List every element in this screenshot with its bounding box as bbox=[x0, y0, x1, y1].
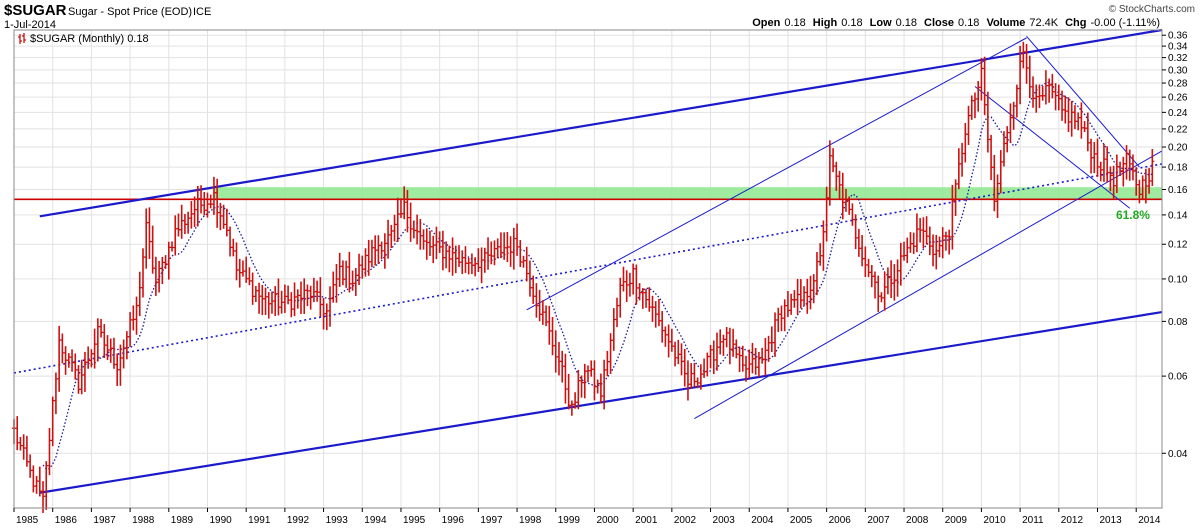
x-tick-label: 2006 bbox=[829, 515, 852, 526]
quote-label: High bbox=[813, 17, 838, 29]
y-tick-label: 0.18 bbox=[1168, 163, 1188, 174]
quote-value: 0.18 bbox=[958, 17, 979, 29]
y-tick-label: 0.06 bbox=[1168, 372, 1188, 383]
falling-channel-upper-line bbox=[1026, 35, 1140, 168]
y-tick-label: 0.26 bbox=[1168, 93, 1188, 104]
x-tick-label: 1993 bbox=[326, 515, 349, 526]
x-tick-label: 1987 bbox=[93, 515, 116, 526]
x-tick-label: 2004 bbox=[751, 515, 774, 526]
chart-credit: © StockCharts.com bbox=[1109, 4, 1195, 15]
y-axis: 0.04 0.06 0.08 0.10 0.12 0.14 0.16 0.18 0.20 0.22… bbox=[1162, 31, 1188, 460]
chart-date: 1-Jul-2014 bbox=[4, 19, 56, 31]
support-zone-band bbox=[213, 187, 1162, 200]
x-tick-label: 2012 bbox=[1061, 515, 1084, 526]
chart-symbol: $SUGAR bbox=[4, 2, 67, 19]
annotations: 61.8% bbox=[1116, 208, 1150, 222]
y-tick-label: 0.28 bbox=[1168, 79, 1188, 90]
quote-value: 0.18 bbox=[784, 17, 805, 29]
y-tick-label: 0.22 bbox=[1168, 124, 1188, 135]
ohlc-bar bbox=[1150, 148, 1155, 186]
y-tick-label: 0.16 bbox=[1168, 185, 1188, 196]
x-tick-label: 1989 bbox=[171, 515, 194, 526]
y-tick-label: 0.24 bbox=[1168, 108, 1188, 119]
quote-value: 0.18 bbox=[896, 17, 917, 29]
quote-label: Open bbox=[752, 17, 780, 29]
y-tick-label: 0.30 bbox=[1168, 65, 1188, 76]
x-tick-label: 1988 bbox=[132, 515, 155, 526]
quote-row: -0.00 (-1.11%) Chg 72.4K Volume 0.18 Close 0.1… bbox=[752, 17, 1160, 29]
falling-channel-lower-line bbox=[974, 86, 1131, 209]
y-tick-label: 0.20 bbox=[1168, 143, 1188, 154]
y-tick-label: 0.32 bbox=[1168, 53, 1188, 64]
x-tick-label: 1995 bbox=[403, 515, 426, 526]
y-tick-label: 0.12 bbox=[1168, 240, 1188, 251]
quote-label: Low bbox=[870, 17, 892, 29]
x-tick-label: 2011 bbox=[1022, 515, 1044, 526]
x-tick-label: 1991 bbox=[248, 515, 271, 526]
legend-label: $SUGAR (Monthly) 0.18 bbox=[30, 33, 149, 45]
x-tick-label: 1996 bbox=[442, 515, 465, 526]
x-axis: 1985 1986 1987 1988 1989 1990 1991 1992 1993 1994… bbox=[13, 508, 1161, 526]
x-tick-label: 2003 bbox=[713, 515, 736, 526]
x-tick-label: 2009 bbox=[945, 515, 968, 526]
x-tick-label: 2013 bbox=[1100, 515, 1123, 526]
y-tick-label: 0.04 bbox=[1168, 449, 1188, 460]
x-tick-label: 1986 bbox=[55, 515, 78, 526]
x-tick-label: 1985 bbox=[16, 515, 39, 526]
y-tick-label: 0.08 bbox=[1168, 317, 1188, 328]
x-tick-label: 2008 bbox=[906, 515, 929, 526]
grid bbox=[13, 30, 1162, 508]
chart-exchange: ICE bbox=[193, 6, 211, 18]
x-tick-label: 2007 bbox=[867, 515, 890, 526]
quote-value: 0.18 bbox=[841, 17, 862, 29]
support-zone bbox=[14, 187, 1162, 201]
fib-annotation: 61.8% bbox=[1116, 208, 1150, 222]
y-tick-label: 0.10 bbox=[1168, 274, 1188, 285]
y-tick-label: 0.14 bbox=[1168, 210, 1188, 221]
quote-label: Volume bbox=[986, 17, 1025, 29]
x-tick-label: 1997 bbox=[480, 515, 503, 526]
x-tick-label: 2000 bbox=[596, 515, 619, 526]
x-tick-label: 1998 bbox=[519, 515, 542, 526]
upper-channel-line bbox=[39, 28, 1163, 218]
x-tick-label: 1990 bbox=[209, 515, 232, 526]
y-tick-label: 0.34 bbox=[1168, 42, 1188, 53]
y-tick-label: 0.36 bbox=[1168, 31, 1188, 42]
ohlc-legend-icon bbox=[18, 33, 26, 44]
quote-label: Close bbox=[924, 17, 954, 29]
legend: $SUGAR (Monthly) 0.18 bbox=[18, 33, 149, 45]
chart-description: Sugar - Spot Price (EOD) bbox=[68, 6, 192, 18]
x-tick-label: 2005 bbox=[790, 515, 813, 526]
price-bars bbox=[12, 41, 1155, 513]
x-tick-label: 2010 bbox=[983, 515, 1006, 526]
x-tick-label: 2014 bbox=[1138, 515, 1161, 526]
plot-area bbox=[14, 30, 1162, 508]
quote-value: -0.00 (-1.11%) bbox=[1091, 17, 1161, 29]
rising-channel-lower-line bbox=[694, 150, 1163, 420]
x-tick-label: 1999 bbox=[558, 515, 581, 526]
x-tick-label: 2001 bbox=[635, 515, 658, 526]
plot-border bbox=[13, 29, 1163, 509]
x-tick-label: 1994 bbox=[364, 515, 387, 526]
quote-value: 72.4K bbox=[1029, 17, 1058, 29]
quote-label: Chg bbox=[1065, 17, 1086, 29]
x-tick-label: 1992 bbox=[287, 515, 310, 526]
x-tick-label: 2002 bbox=[674, 515, 697, 526]
